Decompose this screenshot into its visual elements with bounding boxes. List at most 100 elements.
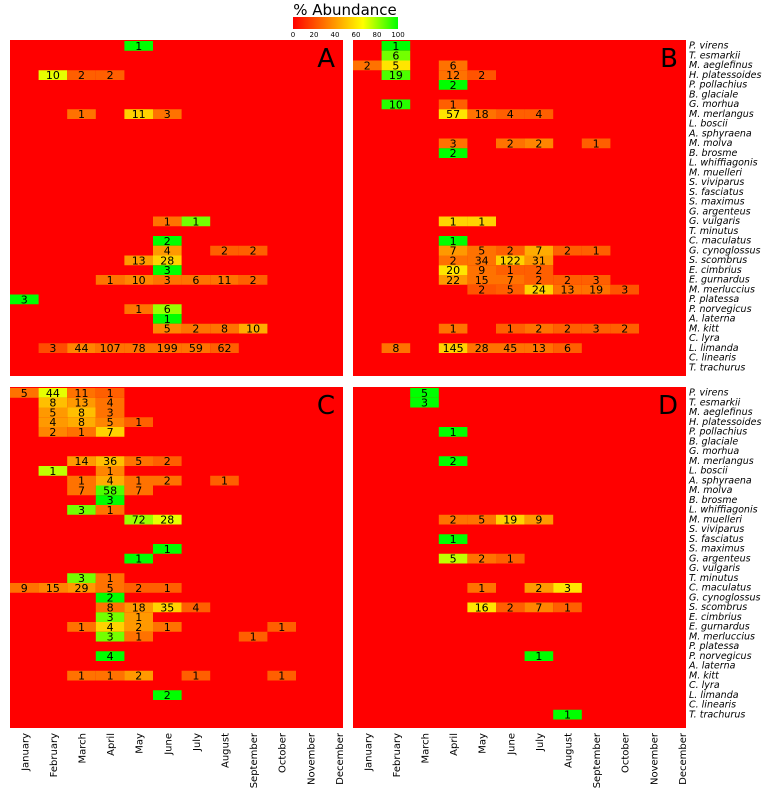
month-label: February [49,733,60,777]
heatmap-cell [524,275,554,285]
cell-label: 2 [564,274,571,287]
species-label: C. lyra [689,680,720,691]
species-label: G. morhua [689,446,739,457]
cell-label: 2 [364,59,371,72]
heatmap-cell [153,323,182,334]
heatmap-cell [467,343,496,353]
heatmap-cell [496,553,525,564]
heatmap-cell [153,343,182,353]
heatmap-cell [467,275,496,285]
cell-label: 2 [564,245,571,258]
heatmap-cell [381,99,411,110]
species-label: P. pollachius [689,80,747,91]
heatmap-cell [95,495,125,505]
cell-label: 5 [450,553,457,566]
species-label: P. platessa [689,641,739,652]
cell-label: 2 [250,274,257,287]
heatmap-cell [95,651,125,661]
heatmap-cell [67,343,96,353]
cell-label: 1 [135,611,142,624]
heatmap-cell [438,60,468,71]
species-label: E. cimbrius [689,265,742,276]
cell-label: 1 [535,650,542,663]
cell-label: 20 [446,264,460,277]
cell-label: 8 [78,416,85,429]
species-label: M. merluccius [689,631,755,642]
heatmap-cell [381,343,411,353]
heatmap-cell [524,343,554,353]
cell-label: 1 [192,215,199,228]
heatmap-cell [153,245,182,256]
colorbar [293,17,398,29]
cell-label: 1 [78,426,85,439]
heatmap-cell [95,407,125,418]
panel-background [353,40,686,376]
heatmap-cell [153,583,182,593]
cell-label: 1 [392,40,399,53]
heatmap-cell [38,417,68,427]
heatmap-cell [210,343,239,353]
species-label: P. pollachius [689,427,747,438]
cell-label: 15 [46,582,60,595]
cell-label: 18 [132,601,146,614]
heatmap-cell [124,583,153,593]
cell-label: 2 [535,582,542,595]
colorbar-tick: 20 [310,31,319,39]
heatmap-cell [238,245,268,256]
cell-label: 1 [135,40,142,53]
heatmap-cell [267,670,296,681]
cell-label: 1 [78,108,85,121]
cell-label: 3 [107,406,114,419]
heatmap-cell [124,255,153,266]
heatmap-cell [124,109,153,119]
cell-label: 10 [389,98,403,111]
cell-label: 35 [160,601,174,614]
heatmap-cell [181,275,211,285]
cell-label: 1 [107,504,114,517]
species-label: S. fasciatus [689,534,744,545]
month-label: October [621,732,632,773]
heatmap-cell [496,255,525,266]
heatmap-cell [181,216,211,227]
heatmap-cell [38,407,68,418]
heatmap-cell [438,216,468,227]
cell-label: 12 [446,69,460,82]
heatmap-cell [381,70,411,80]
species-label: M. merlangus [689,109,754,120]
heatmap-cell [10,583,39,593]
species-label: P. norvegicus [689,304,752,315]
cell-label: 44 [46,387,60,400]
cell-label: 11 [132,108,146,121]
cell-label: 1 [450,98,457,111]
cell-label: 5 [164,323,171,336]
month-label: August [564,733,575,768]
species-label: T. esmarkii [689,50,741,61]
cell-label: 2 [478,553,485,566]
heatmap-cell [124,631,153,642]
cell-label: 7 [107,426,114,439]
cell-label: 1 [135,303,142,316]
cell-label: 2 [478,69,485,82]
heatmap-cell [153,544,182,554]
cell-label: 2 [164,475,171,488]
cell-label: 7 [135,484,142,497]
heatmap-cell [381,41,411,51]
cell-label: 3 [107,611,114,624]
heatmap-cell [10,388,39,398]
cell-label: 10 [46,69,60,82]
cell-label: 1 [107,670,114,683]
species-label: G. morhua [689,99,739,110]
cell-label: 3 [21,293,28,306]
cell-label: 2 [107,592,114,605]
species-label: E. gurnardus [689,622,750,633]
species-label: S. fasciatus [689,187,744,198]
heatmap-cell [124,275,153,285]
colorbar-tick: 40 [331,31,340,39]
species-label: L. limanda [689,343,739,354]
heatmap-cell [553,583,582,593]
month-label: December [678,732,689,785]
species-label: G. argenteus [689,206,751,217]
heatmap-cell [67,583,96,593]
